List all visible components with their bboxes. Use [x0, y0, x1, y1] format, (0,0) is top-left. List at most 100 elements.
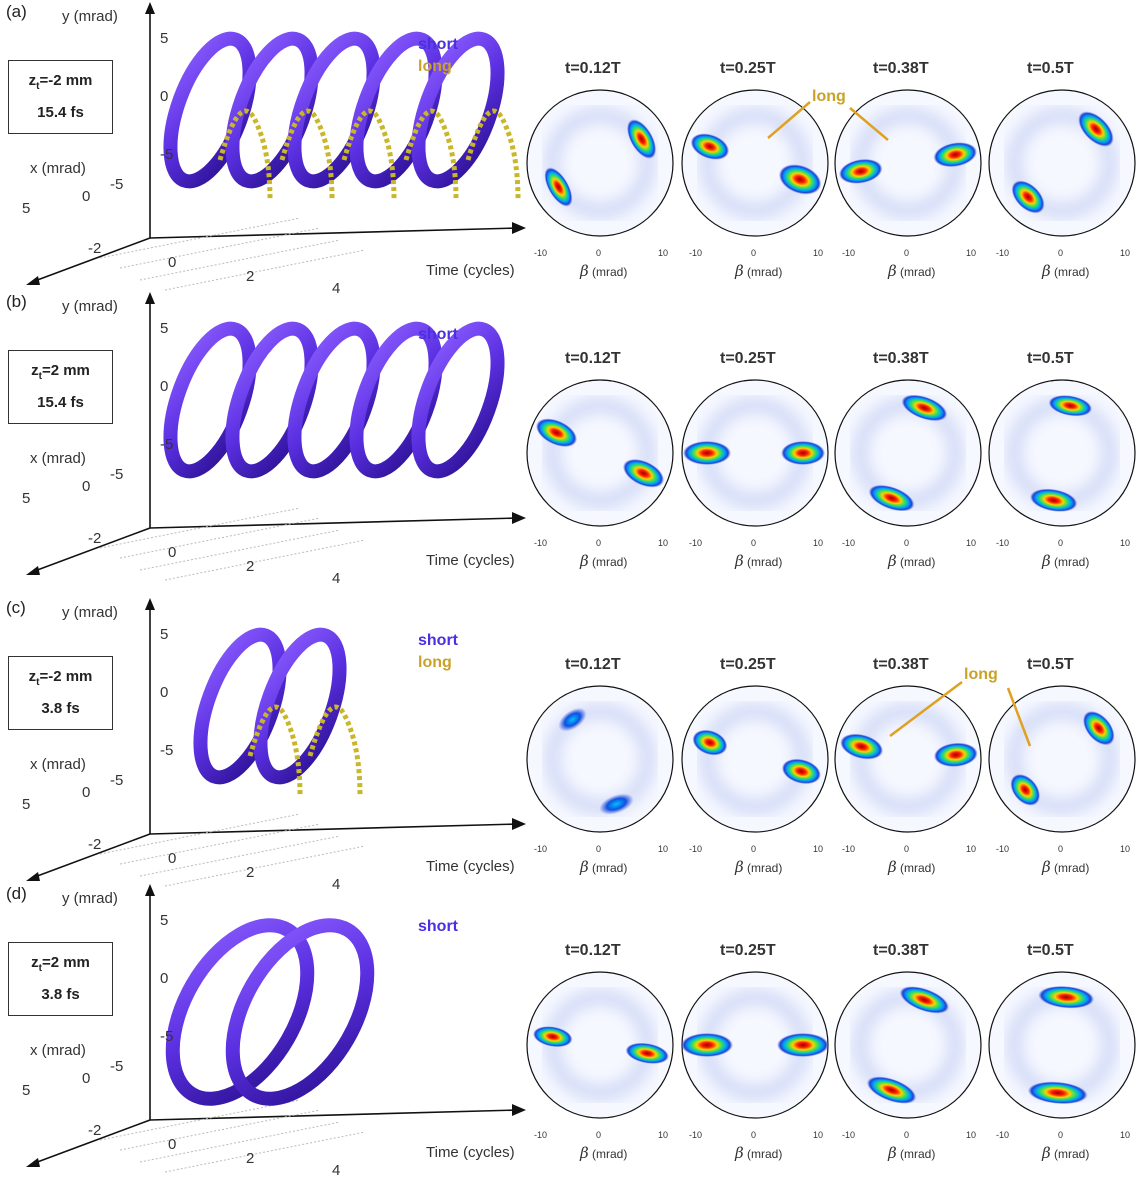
beta-tick: -10 — [534, 248, 548, 258]
x-axis — [31, 527, 151, 573]
time-tick: 2 — [246, 558, 255, 575]
far-field-snapshot — [988, 379, 1136, 527]
beta-tick: 0 — [1058, 1130, 1064, 1140]
short-trajectory-loop — [253, 627, 347, 785]
panel-letter: (c) — [6, 598, 26, 617]
beta-tick: -10 — [689, 248, 703, 258]
beta-tick: 0 — [904, 538, 910, 548]
y-tick: -5 — [160, 436, 174, 453]
beta-tick: 0 — [904, 248, 910, 258]
y-tick: -5 — [160, 146, 174, 163]
long-trajectory-path — [403, 108, 459, 201]
intensity-lobe — [899, 986, 950, 1014]
beta-tick: 10 — [658, 538, 669, 548]
helix-3d-plot — [26, 2, 526, 291]
snapshot-time-label: t=0.12T — [565, 350, 621, 367]
intensity-lobe — [838, 158, 883, 184]
beta-tick: -10 — [996, 538, 1010, 548]
long-annotation: long — [964, 666, 998, 683]
beta-tick: 10 — [966, 538, 977, 548]
short-trajectory-loop — [225, 918, 375, 1106]
time-axis-arrow — [512, 222, 526, 234]
beta-tick: -10 — [842, 538, 856, 548]
snapshot-time-label: t=0.12T — [565, 942, 621, 959]
y-axis-arrow — [145, 884, 155, 896]
x-axis-label: x (mrad) — [30, 756, 86, 773]
short-trajectory-loop — [225, 321, 319, 479]
intensity-lobe — [781, 758, 821, 785]
beta-tick: 10 — [1120, 248, 1131, 258]
floor-gridline — [119, 823, 321, 865]
snapshot-time-label: t=0.5T — [1027, 656, 1074, 673]
beta-axis-label: β (mrad) — [580, 262, 628, 280]
beta-tick: 0 — [904, 844, 910, 854]
parameter-box: zt=2 mm 15.4 fs — [8, 350, 113, 424]
floor-gridline — [119, 227, 321, 269]
beta-tick: -10 — [842, 1130, 856, 1140]
intensity-lobe — [866, 1076, 917, 1104]
snapshot-time-label: t=0.25T — [720, 942, 776, 959]
figure-panel: (c) y (mrad) x (mrad) Time (cycles) 5 0 -5 -5 0 5… — [0, 596, 1137, 893]
time-axis — [149, 823, 519, 835]
helix-3d-plot — [26, 598, 526, 887]
zt-value: zt=2 mm — [31, 954, 90, 974]
short-trajectory-loop — [411, 321, 505, 479]
ring-halo — [1008, 705, 1116, 813]
legend-long: long — [418, 58, 452, 75]
long-trajectory-path — [341, 108, 397, 201]
snapshot-time-label: t=0.25T — [720, 350, 776, 367]
long-trajectory-path — [279, 108, 335, 201]
beta-tick: 10 — [1120, 844, 1131, 854]
x-axis-label: x (mrad) — [30, 1042, 86, 1059]
x-tick: -5 — [110, 176, 124, 193]
helix-3d-plot — [26, 884, 526, 1173]
pulse-duration: 15.4 fs — [37, 394, 84, 411]
intensity-lobe — [1078, 111, 1114, 147]
time-axis — [149, 1109, 519, 1121]
beta-tick: 10 — [813, 844, 824, 854]
time-tick: 4 — [332, 876, 341, 893]
x-axis — [31, 833, 151, 879]
annotation-arrow — [889, 681, 963, 737]
annotation-arrow — [767, 101, 811, 139]
snapshot-time-label: t=0.5T — [1027, 60, 1074, 77]
intensity-lobe — [625, 1042, 670, 1064]
ring-halo — [1008, 109, 1116, 217]
intensity-lobe — [544, 167, 573, 207]
far-field-snapshot — [681, 685, 829, 833]
snapshot-time-label: t=0.38T — [873, 656, 929, 673]
long-arrows — [767, 101, 889, 141]
beta-tick: 0 — [904, 1130, 910, 1140]
floor-gridline — [164, 845, 366, 887]
beta-axis-label: β (mrad) — [1042, 262, 1090, 280]
beta-tick: 10 — [966, 248, 977, 258]
time-axis — [149, 517, 519, 529]
intensity-lobe — [558, 707, 587, 732]
intensity-lobe — [933, 742, 978, 767]
beta-axis-label: β (mrad) — [888, 262, 936, 280]
long-arrows — [889, 681, 1032, 747]
time-tick: -2 — [88, 240, 102, 257]
time-axis — [149, 227, 519, 239]
x-tick: 5 — [22, 1082, 31, 1099]
beta-tick: -10 — [996, 248, 1010, 258]
beta-tick: 10 — [658, 844, 669, 854]
intensity-lobe — [1029, 488, 1078, 512]
far-field-snapshot — [834, 685, 982, 833]
snapshot-time-label: t=0.38T — [873, 350, 929, 367]
y-tick: 5 — [160, 912, 169, 929]
x-axis — [31, 237, 151, 283]
y-axis-arrow — [145, 292, 155, 304]
y-tick: 0 — [160, 970, 169, 987]
x-tick: 0 — [82, 1070, 91, 1087]
annotation-arrow — [849, 107, 889, 141]
beta-tick: -10 — [689, 844, 703, 854]
x-axis-arrow — [26, 566, 40, 575]
beta-tick: 0 — [596, 248, 602, 258]
pulse-duration: 15.4 fs — [37, 104, 84, 121]
y-tick: 0 — [160, 88, 169, 105]
intensity-lobe — [1010, 774, 1041, 806]
x-axis-arrow — [26, 276, 40, 285]
beta-tick: 10 — [813, 1130, 824, 1140]
beta-tick: 10 — [966, 1130, 977, 1140]
